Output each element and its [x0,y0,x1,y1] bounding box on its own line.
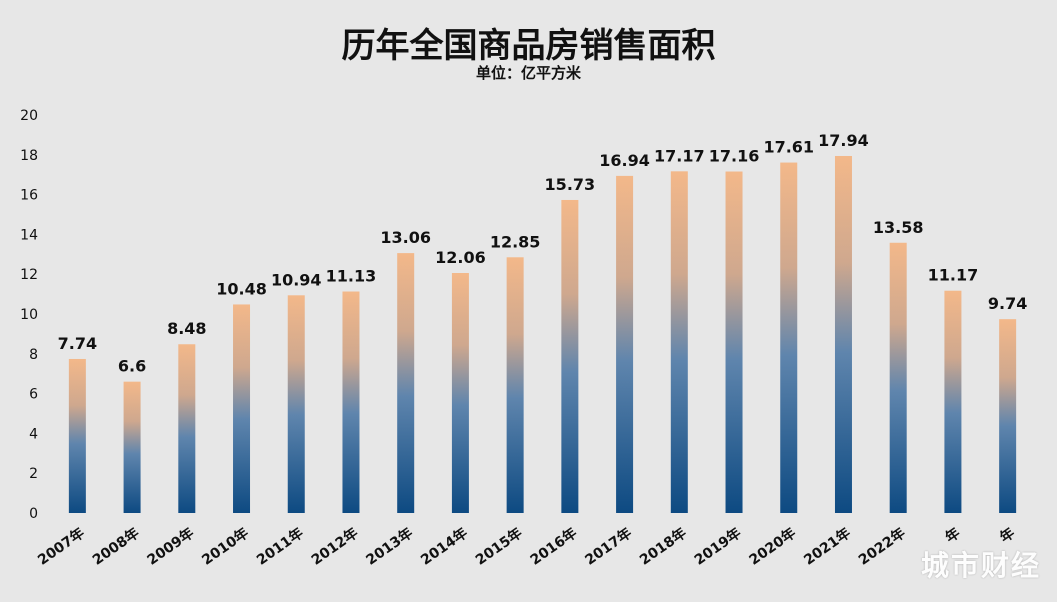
bar [616,175,634,514]
bar [123,381,141,513]
bar-value-label: 17.61 [763,138,814,157]
y-tick-label: 4 [29,426,38,442]
y-tick-label: 2 [29,466,38,482]
x-axis: 2007年 2008年 2009年 2010年 2011年 2012年 2013年 2014年… [35,524,1018,568]
x-tick-label: 2022年 [855,524,908,568]
bar-value-label: 12.85 [490,232,541,251]
bar-value-label: 17.17 [654,146,705,165]
bar-value-label: 7.74 [58,334,97,353]
y-tick-label: 8 [29,347,38,363]
y-tick-label: 12 [20,267,38,283]
x-tick-label: 年 [942,524,963,546]
y-axis: 0 2 4 6 8 10 12 14 16 18 20 [20,108,38,522]
x-tick-label: 2012年 [308,524,361,568]
bars: 7.74 6.6 8.48 10.48 10.94 11.13 13.0612.0612.8… [58,131,1027,514]
y-tick-label: 14 [20,227,38,243]
bar [561,199,579,513]
bar-value-label: 15.73 [545,175,596,194]
chart-title: 历年全国商品房销售面积 [341,26,716,66]
y-tick-label: 16 [20,188,38,204]
y-tick-label: 6 [29,387,38,403]
bar-value-label: 10.48 [216,279,267,298]
bar-value-label: 13.58 [873,218,924,237]
bar [233,304,251,513]
bar-value-label: 13.06 [380,228,431,247]
bar [670,171,688,513]
bar [342,291,360,513]
bar [287,295,305,513]
bar-value-label: 17.16 [709,147,760,166]
bar-value-label: 8.48 [167,319,206,338]
x-tick-label: 2011年 [253,524,306,568]
x-tick-label: 年 [997,524,1018,546]
x-tick-label: 2019年 [691,524,744,568]
bar [944,290,962,513]
x-tick-label: 2018年 [636,524,689,568]
x-tick-label: 2020年 [746,524,799,568]
x-tick-label: 2021年 [801,524,854,568]
bar-value-label: 10.94 [271,270,322,289]
bar [834,155,852,513]
bar-value-label: 9.74 [988,294,1027,313]
x-tick-label: 2008年 [89,524,142,568]
bar-value-label: 11.13 [326,267,377,286]
x-tick-label: 2014年 [418,524,471,568]
bar [451,273,469,513]
bar [725,171,743,514]
y-tick-label: 20 [20,108,38,124]
bar-value-label: 6.6 [118,357,146,376]
x-tick-label: 2007年 [35,524,88,568]
bar-value-label: 11.17 [928,266,979,285]
x-tick-label: 2015年 [472,524,525,568]
chart-subtitle: 单位：亿平方米 [475,64,581,82]
watermark-text: 城市财经 [920,549,1041,582]
x-tick-label: 2016年 [527,524,580,568]
bar [397,253,415,513]
bar [780,162,798,513]
bar-value-label: 17.94 [818,131,869,150]
x-tick-label: 2010年 [199,524,252,568]
y-tick-label: 10 [20,307,38,323]
bar-value-label: 16.94 [599,151,650,170]
bar [999,319,1017,513]
bar-value-label: 12.06 [435,248,486,267]
bar [68,358,86,513]
bar [889,242,907,513]
x-tick-label: 2017年 [582,524,635,568]
bar [178,344,196,513]
x-tick-label: 2009年 [144,524,197,568]
x-tick-label: 2013年 [363,524,416,568]
bar [506,257,524,513]
y-tick-label: 0 [29,506,38,522]
y-tick-label: 18 [20,148,38,164]
